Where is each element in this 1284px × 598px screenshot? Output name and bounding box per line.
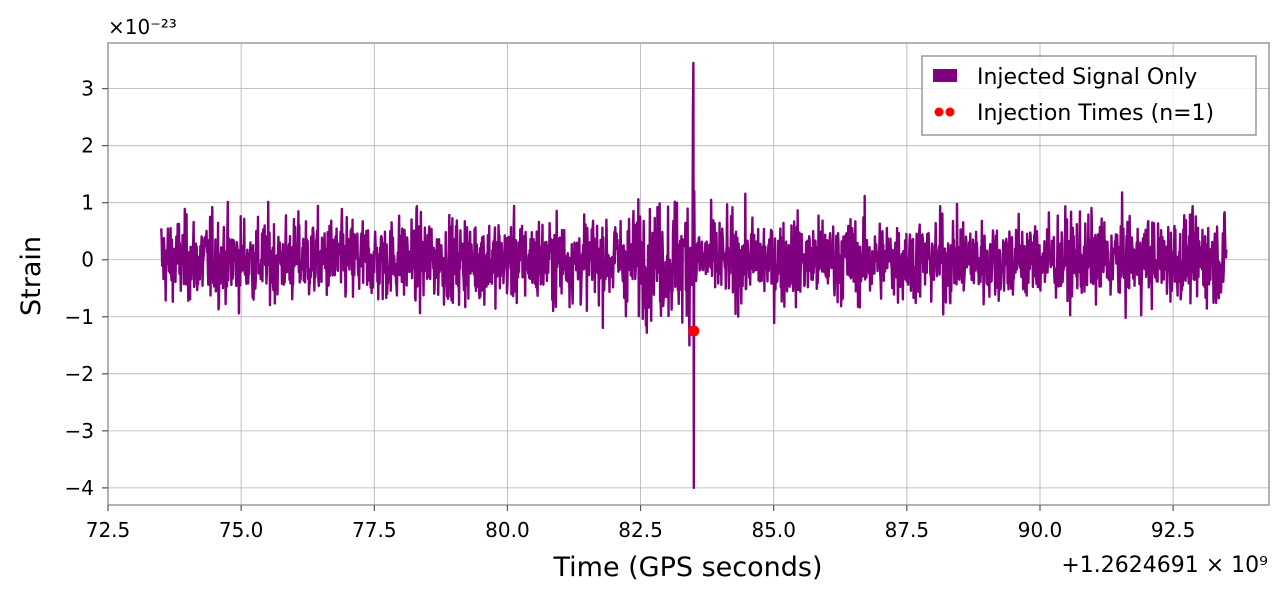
legend-injection-label: Injection Times (n=1) bbox=[977, 101, 1214, 126]
x-tick-label: 72.5 bbox=[86, 518, 131, 542]
x-axis-label: Time (GPS seconds) bbox=[552, 552, 822, 583]
x-tick-label: 92.5 bbox=[1151, 518, 1196, 542]
y-tick-label: 3 bbox=[81, 77, 94, 101]
y-scale-label: ×10⁻²³ bbox=[108, 15, 177, 39]
y-tick-label: −1 bbox=[65, 305, 94, 329]
legend-signal-swatch bbox=[933, 69, 957, 82]
x-tick-label: 77.5 bbox=[352, 518, 397, 542]
x-tick-label: 85.0 bbox=[751, 518, 796, 542]
legend-signal-label: Injected Signal Only bbox=[977, 65, 1197, 90]
series-injected-signal bbox=[160, 61, 1228, 490]
injection-markers bbox=[688, 325, 700, 337]
x-tick-label: 82.5 bbox=[618, 518, 663, 542]
y-tick-label: 1 bbox=[81, 191, 94, 215]
legend-injection-marker bbox=[945, 107, 955, 117]
x-tick-label: 90.0 bbox=[1018, 518, 1063, 542]
y-tick-label: 2 bbox=[81, 134, 94, 158]
y-tick-label: −3 bbox=[65, 419, 94, 443]
legend: Injected Signal Only Injection Times (n=… bbox=[921, 55, 1257, 136]
y-tick-label: −4 bbox=[65, 476, 94, 500]
injection-time-point bbox=[688, 325, 700, 337]
y-tick-label: −2 bbox=[65, 362, 94, 386]
legend-injection-marker bbox=[934, 107, 944, 117]
legend-box bbox=[921, 55, 1257, 136]
y-tick-label: 0 bbox=[81, 248, 94, 272]
x-offset-label: +1.2624691 × 10⁹ bbox=[1061, 553, 1268, 578]
axis-ticks: 72.5 75.0 77.5 80.0 82.5 85.0 87.5 90.0 92.5 3 2 1 0… bbox=[65, 77, 1196, 542]
y-axis-label: Strain bbox=[16, 236, 47, 316]
plot-frame bbox=[107, 42, 1270, 506]
strain-line bbox=[160, 61, 1228, 490]
x-tick-label: 75.0 bbox=[219, 518, 264, 542]
x-tick-label: 87.5 bbox=[885, 518, 930, 542]
x-tick-label: 80.0 bbox=[485, 518, 530, 542]
